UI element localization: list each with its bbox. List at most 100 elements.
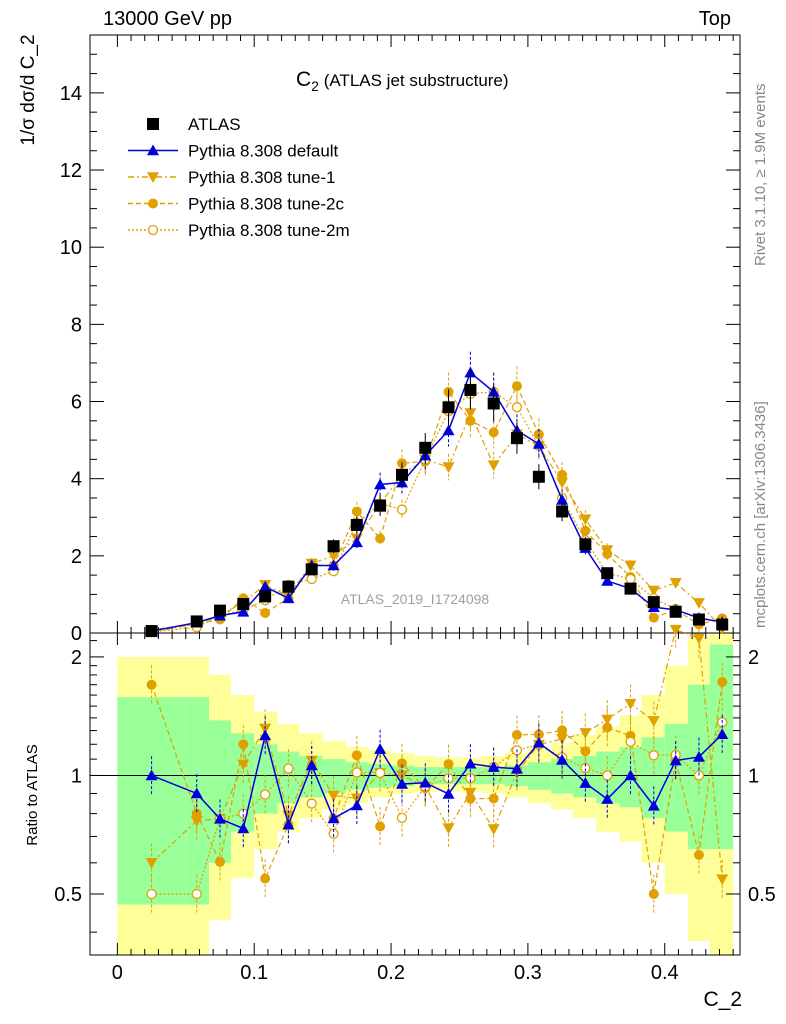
default-marker [350,799,363,811]
ratio-tick-label: 2 [71,647,82,669]
tune2c-marker [511,381,522,392]
tune2c-marker [238,739,249,750]
y-tick-label: 10 [60,237,82,259]
default-marker [259,580,272,592]
default-marker [147,144,159,156]
tune2c-marker [465,793,476,804]
default-marker [237,605,250,617]
tune1-marker [669,578,682,589]
legend-label: Pythia 8.308 tune-2m [188,221,350,240]
tune2m-marker [283,763,294,774]
default-marker [601,793,614,804]
tune1-marker [327,790,340,802]
tune2c-marker [465,415,476,426]
atlas-marker [214,604,226,617]
tune2c-marker [351,506,362,517]
default-marker [374,478,387,490]
tune1-marker [487,824,500,836]
default-marker [556,753,569,765]
default-marker [374,743,387,754]
ratio-tick-label: 1 [71,765,82,787]
x-tick-label: 0.4 [651,962,679,984]
tune2c-marker [717,676,728,687]
y-tick-label: 6 [71,392,82,414]
atlas-marker [669,605,682,618]
atlas-marker [556,505,569,518]
atlas-marker [647,596,660,609]
tune2m-marker [306,573,317,585]
ratio-tick-label-right: 1 [748,765,759,787]
default-marker [510,762,523,774]
atlas-marker [237,598,250,611]
tune1-marker [145,858,158,869]
atlas-marker [692,613,705,626]
default-marker [692,750,705,762]
tune1-marker [647,585,660,597]
tune2m-marker [396,504,408,515]
tune2m-marker [260,789,271,800]
atlas-marker [624,582,637,595]
tune1-marker [692,633,705,645]
default-marker [442,424,455,436]
x-tick-label: 0.2 [377,962,405,984]
tune2m-marker [396,812,408,823]
tune2m-marker [191,888,202,900]
default-marker [396,778,408,789]
legend-label: Pythia 8.308 tune-1 [188,168,335,187]
default-marker [556,493,569,505]
tune2c-marker [146,679,157,690]
tune2c-marker [488,793,499,804]
tune1-marker [327,551,340,562]
legend-entry-2: Pythia 8.308 tune-1 [128,168,335,187]
tune1-marker [647,716,660,727]
ratio-tick-label-right: 0.5 [748,884,776,906]
atlas-marker [282,580,295,593]
default-marker [669,754,682,766]
default-marker [716,728,729,740]
chart-title: C2 (ATLAS jet substructure) [296,68,509,94]
tune1-marker [464,787,477,799]
legend-entry-3: Pythia 8.308 tune-2c [128,195,344,214]
tune2m-marker [374,767,386,779]
tune2m-marker [146,888,157,900]
atlas-marker [305,563,318,576]
analysis-watermark: ATLAS_2019_I1724098 [341,591,490,607]
band-inner-bin [209,720,231,863]
atlas-marker [442,401,455,414]
tune1-marker [692,598,705,609]
y-tick-label: 4 [71,469,82,491]
atlas-marker [716,618,729,631]
tune2c-marker [488,427,499,438]
tune2m-marker [147,224,159,236]
tune2c-marker [375,821,386,832]
atlas-marker [190,615,203,628]
default-marker [327,559,340,571]
band-inner-bin [254,744,278,814]
tune2c-marker [397,758,407,769]
default-marker [305,759,318,771]
x-tick-label: 0 [112,962,123,984]
tune1-marker [464,408,477,420]
tune2c-marker [580,525,591,536]
atlas-marker [147,118,159,130]
tune1-marker [147,172,159,183]
atlas-marker [532,470,545,483]
legend-entry-1: Pythia 8.308 default [128,142,339,161]
tune1-marker [579,514,592,526]
tune2c-marker [602,722,613,733]
default-marker [442,787,455,799]
default-marker [259,729,272,741]
x-axis-label: C_2 [703,988,742,1011]
tune2c-marker [215,856,225,867]
tune2m-marker [625,736,636,747]
tune1-marker [259,723,272,735]
atlas-marker [419,441,432,454]
legend-entry-4: Pythia 8.308 tune-2m [128,221,350,240]
default-marker [532,437,545,449]
band-inner-bin [664,724,688,832]
atlas-marker [259,590,272,603]
default-marker [532,736,545,748]
atlas-marker [510,432,523,445]
atlas-marker [350,518,363,531]
